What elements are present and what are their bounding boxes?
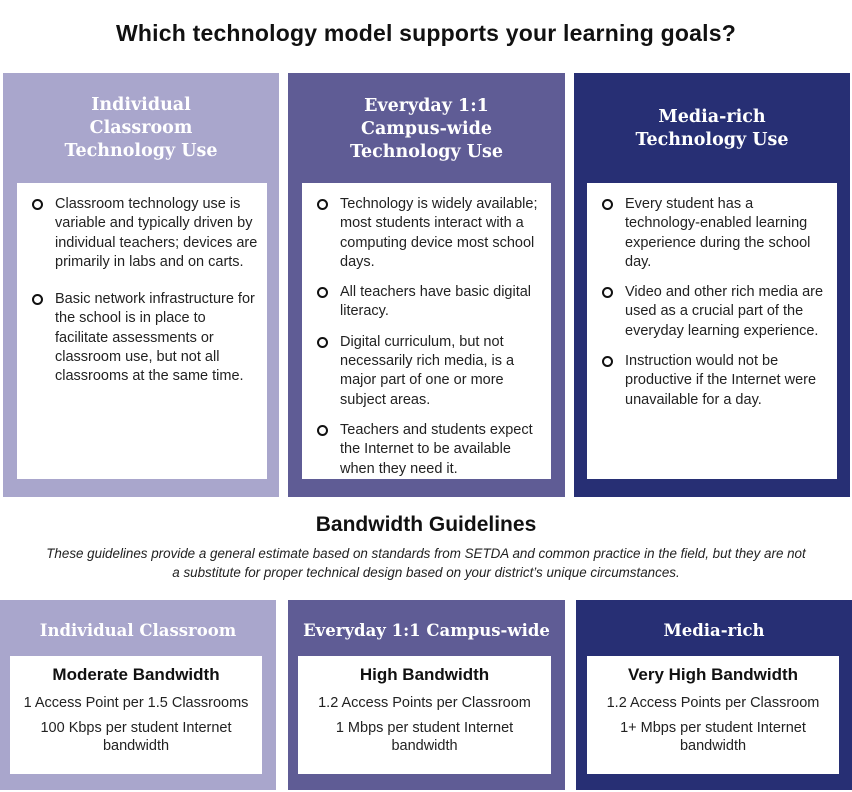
- list-item: Teachers and students expect the Interne…: [310, 421, 545, 479]
- bandwidth-note: These guidelines provide a general estim…: [46, 546, 806, 580]
- list-item: Video and other rich media are used as a…: [595, 283, 831, 341]
- list-item: All teachers have basic digital literacy…: [310, 283, 545, 322]
- model-panel-everyday-campus-wide: Everyday 1:1 Campus-wide Technology Use …: [288, 73, 565, 497]
- bandwidth-level: High Bandwidth: [359, 665, 490, 684]
- bandwidth-panel-media-rich: Media-rich Very High Bandwidth 1.2 Acces…: [576, 600, 852, 790]
- bandwidth-panel-everyday-campus-wide: Everyday 1:1 Campus-wide High Bandwidth …: [288, 600, 565, 790]
- model-card: Technology is widely available; most stu…: [302, 183, 551, 479]
- bandwidth-panel-individual-classroom: Individual Classroom Moderate Bandwidth …: [0, 600, 276, 790]
- bullet-circle-icon: [317, 287, 328, 299]
- access-point-guideline: 1.2 Access Points per Classroom: [606, 695, 820, 711]
- bandwidth-card: High Bandwidth 1.2 Access Points per Cla…: [298, 656, 551, 774]
- list-item: Technology is widely available; most stu…: [310, 195, 545, 272]
- list-item: Digital curriculum, but not necessarily …: [310, 333, 545, 410]
- bandwidth-card: Moderate Bandwidth 1 Access Point per 1.…: [10, 656, 262, 774]
- bullet-circle-icon: [317, 199, 328, 210]
- model-card: Every student has a technology-enabled l…: [587, 183, 837, 479]
- bandwidth-tier-heading: Individual Classroom: [39, 621, 237, 640]
- bandwidth-section-title: Bandwidth Guidelines: [315, 513, 537, 536]
- bandwidth-tier-heading: Media-rich: [663, 621, 765, 640]
- access-point-guideline: 1.2 Access Points per Classroom: [318, 695, 531, 711]
- bandwidth-level: Very High Bandwidth: [627, 665, 799, 684]
- internet-guideline: 1+ Mbps per student Internet bandwidth: [620, 719, 806, 755]
- page-title: Which technology model supports your lea…: [116, 20, 736, 46]
- bullet-circle-icon: [602, 287, 613, 299]
- list-item: Basic network infrastructure for the sch…: [25, 290, 259, 386]
- model-card: Classroom technology use is variable and…: [17, 183, 267, 479]
- access-point-guideline: 1 Access Point per 1.5 Classrooms: [23, 695, 249, 711]
- model-heading: Everyday 1:1 Campus-wide Technology Use: [350, 96, 503, 162]
- bandwidth-tier-heading: Everyday 1:1 Campus-wide: [303, 621, 550, 640]
- bullet-circle-icon: [32, 199, 43, 210]
- internet-guideline: 100 Kbps per student Internet bandwidth: [40, 719, 232, 755]
- bullet-circle-icon: [602, 356, 613, 368]
- bandwidth-level: Moderate Bandwidth: [52, 665, 220, 684]
- model-panel-individual-classroom: Individual Classroom Technology Use Clas…: [3, 73, 279, 497]
- bandwidth-card: Very High Bandwidth 1.2 Access Points pe…: [587, 656, 839, 774]
- list-item: Every student has a technology-enabled l…: [595, 195, 831, 272]
- list-item: Classroom technology use is variable and…: [25, 195, 259, 272]
- bullet-circle-icon: [317, 336, 328, 348]
- model-heading: Individual Classroom Technology Use: [64, 95, 218, 161]
- bullet-circle-icon: [32, 294, 43, 306]
- model-heading: Media-rich Technology Use: [635, 107, 789, 150]
- internet-guideline: 1 Mbps per student Internet bandwidth: [335, 719, 514, 755]
- bullet-circle-icon: [317, 424, 328, 436]
- list-item: Instruction would not be productive if t…: [595, 352, 831, 410]
- bullet-circle-icon: [602, 199, 613, 210]
- model-panel-media-rich: Media-rich Technology Use Every student …: [574, 73, 850, 497]
